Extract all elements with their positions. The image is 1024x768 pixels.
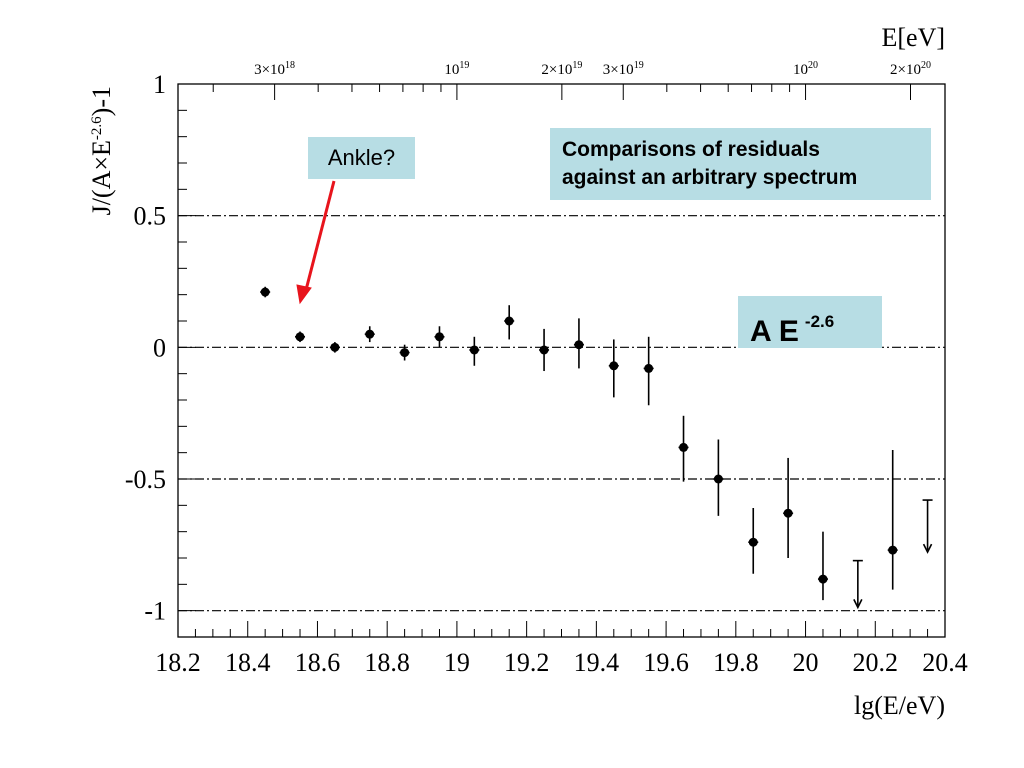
- comparison-note-line2: against an arbitrary spectrum: [562, 166, 858, 189]
- data-point: [400, 348, 410, 358]
- x-tick-label: 18.8: [364, 648, 410, 677]
- data-point: [295, 332, 305, 342]
- x-tick-label: 19: [444, 648, 470, 677]
- data-point: [644, 363, 654, 373]
- spectrum-label: A E -2.6: [738, 296, 882, 348]
- y-tick-label: 0.5: [134, 202, 167, 231]
- upper-limit-arrow: [922, 543, 933, 554]
- data-point: [888, 545, 898, 555]
- data-point: [609, 361, 619, 371]
- data-points: [260, 286, 933, 610]
- reference-lines: [178, 215, 945, 612]
- x-tick-label: 18.6: [295, 648, 341, 677]
- data-point: [783, 508, 793, 518]
- data-point: [330, 342, 340, 352]
- data-point: [748, 537, 758, 547]
- data-point: [434, 332, 444, 342]
- y-tick-label: -0.5: [125, 465, 166, 494]
- x-tick-label: 20.2: [853, 648, 899, 677]
- x-tick-label: 20: [793, 648, 819, 677]
- data-point: [365, 329, 375, 339]
- top-axis-title: E[eV]: [881, 23, 945, 52]
- x-axis-title: lg(E/eV): [854, 691, 945, 720]
- axis-ticks: [177, 83, 946, 638]
- y-tick-label: 0: [153, 333, 166, 362]
- x-tick-label: 19.6: [643, 648, 689, 677]
- spectrum-label-exponent: -2.6: [804, 312, 835, 331]
- ankle-arrow-head: [296, 284, 312, 305]
- ankle-arrow: [296, 180, 336, 305]
- top-tick-label: 1019: [444, 60, 469, 78]
- comparison-note-line1: Comparisons of residuals: [562, 138, 820, 161]
- top-tick-label: 2×1019: [541, 60, 582, 78]
- axis-labels: 18.2 18.4 18.6 18.8 19 19.2 19.4 19.6 19.8 20 20.2…: [87, 23, 968, 720]
- ankle-annotation: Ankle?: [308, 137, 415, 179]
- y-tick-label: -1: [144, 597, 166, 626]
- top-tick-label: 2×1020: [890, 60, 931, 78]
- data-point: [713, 474, 723, 484]
- top-tick-label: 1020: [793, 60, 818, 78]
- data-point: [539, 345, 549, 355]
- y-tick-label: 1: [153, 70, 166, 99]
- x-tick-label: 19.2: [504, 648, 550, 677]
- data-point: [818, 574, 828, 584]
- data-point: [504, 316, 514, 326]
- x-tick-label: 20.4: [922, 648, 968, 677]
- data-point: [679, 442, 689, 452]
- top-tick-label: 3×1019: [603, 60, 644, 78]
- y-axis-title: J/(A×E-2.6)-1: [87, 86, 116, 215]
- x-tick-label: 18.4: [225, 648, 271, 677]
- upper-limit-arrow: [853, 599, 863, 610]
- top-tick-label: 3×1018: [254, 60, 295, 78]
- x-tick-label: 19.8: [713, 648, 759, 677]
- comparison-note: Comparisons of residuals against an arbi…: [550, 128, 931, 200]
- x-tick-label: 19.4: [574, 648, 620, 677]
- spectrum-label-base: A E: [750, 315, 799, 348]
- ankle-arrow-shaft: [304, 180, 336, 291]
- x-tick-label: 18.2: [155, 648, 201, 677]
- data-point: [574, 340, 584, 350]
- data-point: [260, 287, 270, 297]
- data-point: [469, 345, 479, 355]
